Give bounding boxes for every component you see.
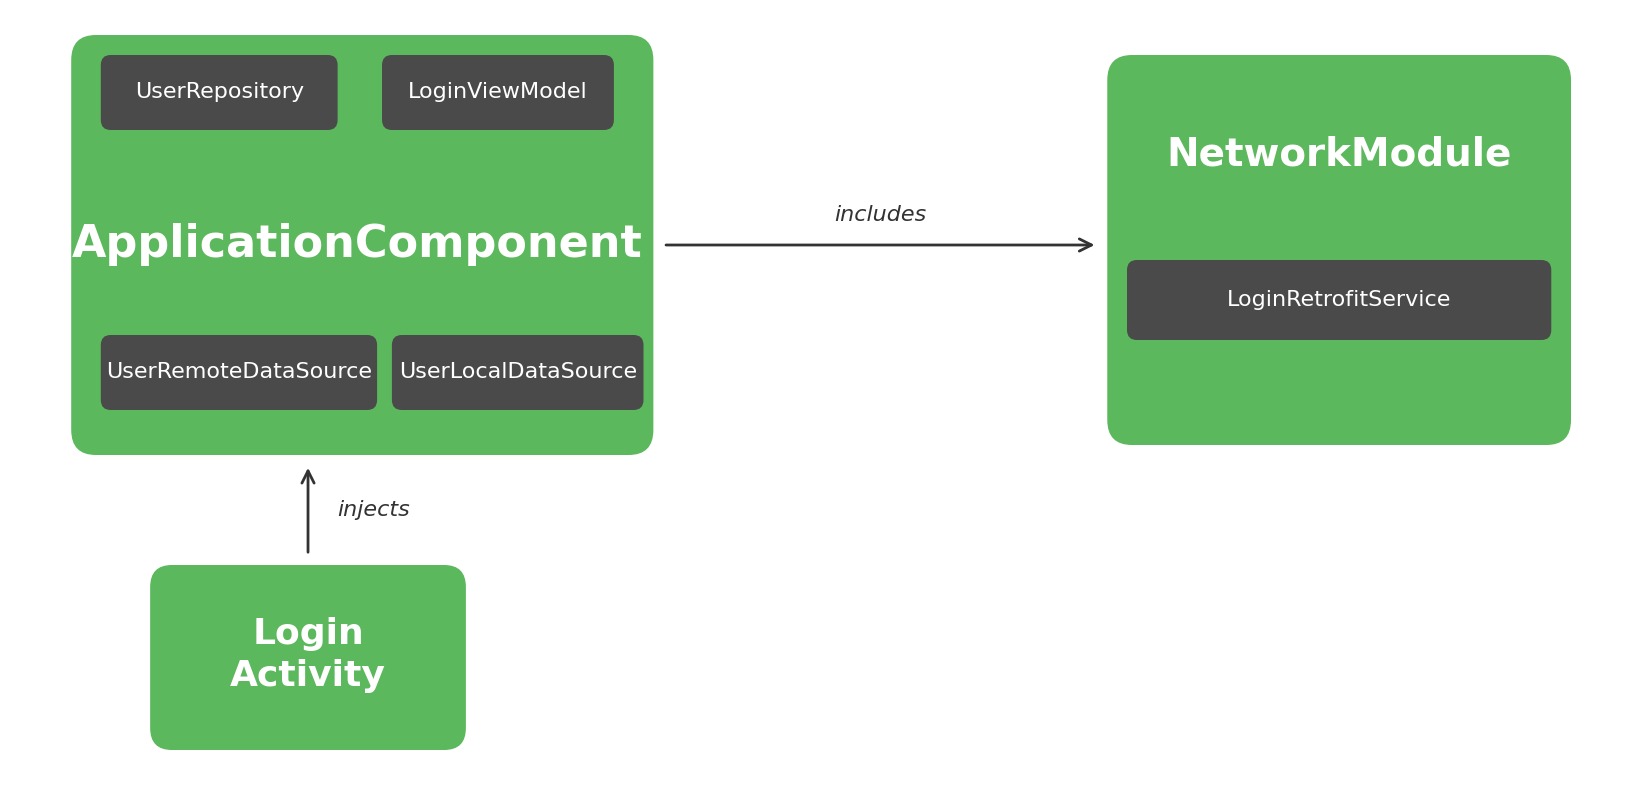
- Text: ApplicationComponent: ApplicationComponent: [72, 224, 642, 266]
- FancyBboxPatch shape: [150, 565, 466, 750]
- Text: UserLocalDataSource: UserLocalDataSource: [399, 363, 637, 382]
- Text: LoginViewModel: LoginViewModel: [408, 82, 588, 103]
- Text: Login
Activity: Login Activity: [231, 617, 385, 693]
- FancyBboxPatch shape: [382, 55, 614, 130]
- Text: UserRepository: UserRepository: [135, 82, 303, 103]
- Text: injects: injects: [338, 500, 410, 520]
- Text: UserRemoteDataSource: UserRemoteDataSource: [105, 363, 372, 382]
- FancyBboxPatch shape: [1127, 260, 1551, 340]
- Text: includes: includes: [833, 205, 927, 225]
- FancyBboxPatch shape: [100, 335, 377, 410]
- Text: LoginRetrofitService: LoginRetrofitService: [1227, 290, 1451, 310]
- FancyBboxPatch shape: [100, 55, 338, 130]
- Text: NetworkModule: NetworkModule: [1166, 136, 1512, 174]
- FancyBboxPatch shape: [71, 35, 654, 455]
- FancyBboxPatch shape: [392, 335, 644, 410]
- FancyBboxPatch shape: [1107, 55, 1571, 445]
